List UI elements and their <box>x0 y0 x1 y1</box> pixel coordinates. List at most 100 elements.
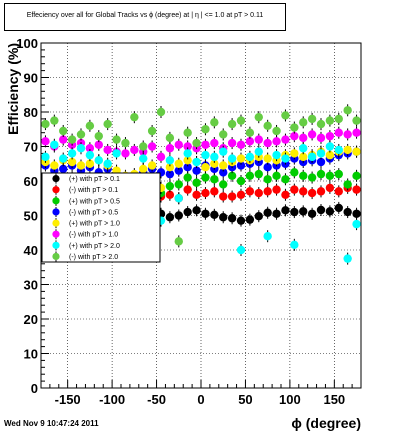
data-point <box>290 131 299 141</box>
series-6 <box>41 126 361 163</box>
data-point <box>334 128 343 137</box>
y-tick-label: 30 <box>24 278 38 293</box>
data-point <box>219 213 228 222</box>
data-point <box>263 138 272 148</box>
data-point <box>121 138 130 148</box>
legend-label: (-) with pT > 1.0 <box>69 232 118 239</box>
series-8 <box>41 104 361 248</box>
data-point <box>236 116 246 125</box>
legend-marker <box>52 219 60 227</box>
data-point <box>245 137 255 146</box>
y-tick-label: 40 <box>24 243 38 258</box>
data-point <box>343 180 352 189</box>
data-point <box>59 126 68 136</box>
data-point <box>281 175 290 184</box>
data-point <box>281 206 290 215</box>
data-point <box>334 114 343 124</box>
data-point <box>165 213 175 222</box>
data-point <box>316 119 326 129</box>
data-point <box>174 180 183 189</box>
data-point <box>183 156 192 165</box>
data-point <box>307 173 317 182</box>
data-point <box>85 150 95 160</box>
data-point <box>307 130 317 139</box>
data-point <box>201 209 210 218</box>
data-point <box>325 171 335 181</box>
data-point <box>85 121 95 130</box>
y-tick-label: 0 <box>31 381 38 396</box>
data-point <box>290 168 299 177</box>
data-point <box>352 219 361 229</box>
data-point <box>174 194 183 203</box>
data-point <box>307 209 317 218</box>
data-point <box>245 128 255 137</box>
data-point <box>147 126 157 136</box>
data-point <box>281 190 290 199</box>
data-point <box>41 152 50 162</box>
data-point <box>174 237 183 246</box>
data-point <box>165 144 175 153</box>
legend-marker <box>52 186 60 194</box>
data-point <box>352 185 361 194</box>
data-point <box>147 142 157 151</box>
data-point <box>41 137 50 146</box>
data-point <box>67 149 77 158</box>
legend-marker <box>52 174 60 183</box>
data-point <box>343 254 352 263</box>
data-point <box>263 154 272 163</box>
data-point <box>227 214 237 223</box>
data-point <box>139 142 148 151</box>
data-point <box>210 210 219 220</box>
data-point <box>41 119 50 129</box>
legend-marker <box>52 252 60 261</box>
data-point <box>67 157 77 167</box>
y-tick-label: 10 <box>24 347 38 362</box>
data-point <box>59 135 68 144</box>
data-point <box>210 187 219 196</box>
legend: (+) with pT > 0.1 (-) with pT > 0.1 (+) wi… <box>41 172 161 263</box>
data-point <box>94 156 103 165</box>
data-point <box>139 164 148 174</box>
data-point <box>201 125 210 134</box>
data-point <box>245 187 255 196</box>
data-point <box>201 188 210 198</box>
chart-title: Effeciency over all for Global Tracks vs… <box>26 12 264 19</box>
legend-label: (-) with pT > 0.5 <box>69 209 118 216</box>
data-point <box>299 118 308 127</box>
data-point <box>254 211 263 221</box>
data-point <box>210 152 219 162</box>
data-point <box>130 112 139 122</box>
data-point <box>103 119 112 129</box>
legend-label: (+) with pT > 1.0 <box>69 221 120 228</box>
data-point <box>272 126 281 136</box>
y-tick-label: 70 <box>24 140 38 155</box>
data-point <box>227 192 237 201</box>
data-point <box>201 150 210 160</box>
data-point <box>139 154 148 163</box>
data-point <box>174 140 183 149</box>
data-point <box>76 161 86 170</box>
data-point <box>325 142 335 151</box>
data-point <box>281 154 290 163</box>
data-point <box>316 169 326 179</box>
data-point <box>325 183 335 193</box>
data-point <box>50 116 59 125</box>
data-point <box>299 207 308 216</box>
data-point <box>165 181 175 191</box>
data-point <box>227 154 237 163</box>
plot-frame <box>40 42 362 389</box>
chart-title-box: Effeciency over all for Global Tracks vs… <box>4 3 286 31</box>
legend-label: (+) with pT > 2.0 <box>69 243 120 250</box>
x-tick-label: 150 <box>323 392 345 407</box>
data-point <box>263 121 272 130</box>
data-point <box>245 171 255 181</box>
x-axis-label: ϕ (degree) <box>291 415 361 431</box>
data-point <box>192 166 201 175</box>
data-point <box>254 112 263 122</box>
data-point <box>236 154 246 163</box>
data-point <box>183 149 192 158</box>
data-point <box>281 111 290 120</box>
data-point <box>290 240 299 250</box>
data-point <box>156 107 166 117</box>
